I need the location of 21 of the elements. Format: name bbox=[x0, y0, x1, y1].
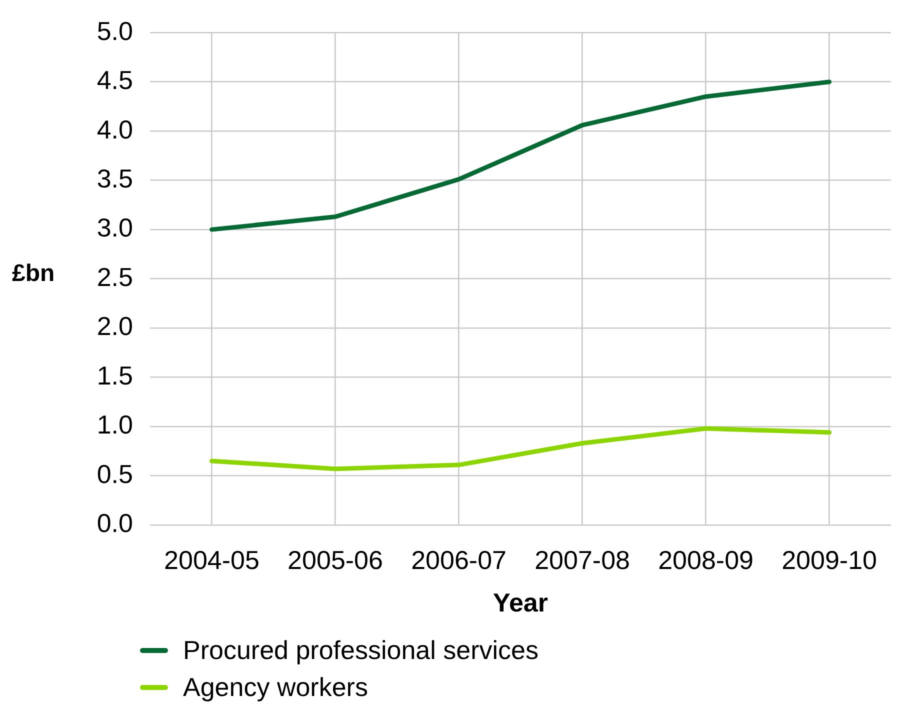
y-tick-label: 5.0 bbox=[96, 16, 133, 46]
y-tick-label: 1.5 bbox=[96, 360, 133, 390]
legend-label: Agency workers bbox=[183, 672, 368, 703]
y-axis-title: £bn bbox=[12, 260, 55, 288]
x-tick-label: 2009-10 bbox=[782, 544, 877, 575]
legend-label: Procured professional services bbox=[183, 635, 538, 666]
x-tick-label: 2005-06 bbox=[288, 544, 383, 575]
y-tick-label: 3.0 bbox=[96, 212, 133, 243]
x-axis-title: Year bbox=[493, 588, 548, 618]
y-tick-label: 2.0 bbox=[96, 311, 133, 342]
y-tick-label: 4.0 bbox=[96, 114, 133, 144]
x-tick-label: 2006-07 bbox=[411, 544, 506, 575]
y-tick-label: 0.5 bbox=[96, 458, 133, 489]
y-tick-label: 4.5 bbox=[96, 65, 133, 96]
y-tick-label: 2.5 bbox=[96, 262, 133, 292]
x-tick-label: 2004-05 bbox=[164, 544, 260, 575]
x-tick-label: 2008-09 bbox=[658, 544, 754, 575]
y-tick-label: 0.0 bbox=[96, 508, 133, 538]
x-tick-label: 2007-08 bbox=[534, 544, 630, 575]
y-tick-label: 3.5 bbox=[96, 163, 133, 194]
y-tick-label: 1.0 bbox=[96, 410, 133, 440]
